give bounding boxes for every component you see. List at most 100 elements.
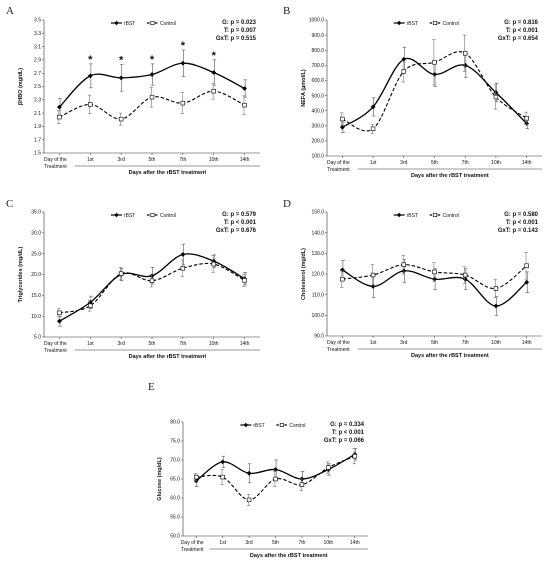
stat-annotation: G: p = 0.334 bbox=[330, 422, 365, 428]
series-line-rbst bbox=[341, 57, 528, 128]
x-tick-label: 1st bbox=[87, 341, 94, 347]
y-tick-label: 10.0 bbox=[31, 314, 41, 320]
data-point-control bbox=[524, 116, 529, 121]
legend-label: Control bbox=[160, 213, 176, 219]
series-line-control bbox=[59, 262, 245, 314]
data-point-control bbox=[493, 286, 499, 291]
y-tick-label: 2.3 bbox=[34, 98, 41, 104]
data-point-rbst bbox=[87, 73, 93, 79]
x-tick-label: 10th bbox=[491, 160, 501, 166]
legend-label: Control bbox=[443, 213, 459, 219]
stat-annotation: T: p < 0.001 bbox=[506, 220, 539, 226]
legend-label: Control bbox=[443, 21, 459, 27]
data-point-rbst bbox=[524, 121, 530, 126]
y-tick-label: 70.0 bbox=[170, 458, 180, 464]
x-tick-label: 5th bbox=[272, 540, 279, 546]
data-point-control bbox=[432, 269, 437, 275]
y-axis-label: βHBO (mg/dL) bbox=[18, 68, 24, 105]
x-tick-label: Day of the Treatment bbox=[44, 157, 67, 170]
data-point-control bbox=[88, 303, 93, 308]
data-point-rbst bbox=[246, 470, 252, 476]
y-tick-label: 35.0 bbox=[31, 210, 41, 216]
y-axis-label: NEFA (µmol/L) bbox=[301, 69, 307, 107]
chart-panel-b: B 100.0 200.0 300.0 400.0 500.0 600.0 700.0 800.… bbox=[283, 5, 542, 179]
x-tick-label: Day of the Treatment bbox=[327, 160, 350, 173]
data-point-rbst bbox=[87, 300, 93, 305]
legend-label: Control bbox=[160, 21, 176, 27]
data-point-rbst bbox=[462, 276, 468, 282]
panel-letter: C bbox=[6, 198, 13, 210]
y-tick-label: 100.0 bbox=[311, 313, 324, 319]
x-tick-label: 1st bbox=[87, 157, 94, 163]
y-tick-label: 1.9 bbox=[34, 124, 41, 130]
y-tick-label: 3.5 bbox=[34, 18, 41, 24]
y-tick-label: 60.0 bbox=[170, 496, 180, 502]
x-axis-label: Days after the rBST treatment bbox=[129, 354, 207, 360]
data-point-control bbox=[326, 465, 331, 470]
x-axis-label: Days after the rBST treatment bbox=[129, 170, 207, 176]
data-point-rbst bbox=[57, 318, 62, 324]
data-point-control bbox=[401, 69, 406, 74]
data-point-control bbox=[194, 474, 199, 480]
y-tick-label: 300.0 bbox=[311, 123, 324, 129]
x-tick-label: 3rd bbox=[400, 340, 407, 346]
x-tick-label: Day of the Treatment bbox=[44, 341, 67, 354]
x-tick-label: 7th bbox=[179, 157, 186, 163]
data-point-rbst bbox=[524, 279, 530, 285]
data-point-control bbox=[88, 102, 93, 107]
legend-marker bbox=[150, 20, 155, 25]
x-tick-label: 5th bbox=[431, 160, 438, 166]
legend-label: rBST bbox=[124, 213, 135, 219]
data-point-rbst bbox=[493, 90, 499, 95]
data-point-control bbox=[352, 453, 357, 459]
x-axis-label: Days after the rBST treatment bbox=[411, 173, 489, 179]
x-tick-label: 14th bbox=[240, 157, 250, 163]
stat-annotation: T: p < 0.001 bbox=[506, 28, 539, 34]
stat-annotation: G: p = 0.580 bbox=[504, 212, 539, 218]
x-tick-label: 10th bbox=[491, 340, 501, 346]
significance-star: * bbox=[150, 54, 155, 66]
y-tick-label: 600.0 bbox=[311, 78, 324, 84]
panel-letter: E bbox=[148, 381, 155, 393]
series-line-control bbox=[342, 264, 527, 290]
data-point-control bbox=[493, 94, 499, 100]
y-tick-label: 900.0 bbox=[311, 33, 324, 39]
y-tick-label: 100.0 bbox=[311, 154, 324, 160]
data-point-control bbox=[57, 114, 62, 120]
y-tick-label: 55.0 bbox=[170, 515, 180, 521]
data-point-rbst bbox=[149, 273, 155, 279]
x-tick-label: 5th bbox=[149, 157, 156, 163]
x-tick-label: 10th bbox=[209, 157, 219, 163]
y-tick-label: 20.0 bbox=[31, 272, 41, 278]
data-point-control bbox=[57, 310, 62, 316]
data-point-rbst bbox=[180, 60, 186, 66]
data-point-rbst bbox=[401, 56, 407, 62]
data-point-rbst bbox=[339, 124, 345, 130]
y-tick-label: 500.0 bbox=[311, 93, 324, 99]
panel-letter: B bbox=[283, 5, 290, 17]
chart-panel-c: C 5.0 10.0 15.0 20.0 25.0 30.0 35.0 Triglyceride… bbox=[6, 198, 260, 360]
y-tick-label: 30.0 bbox=[31, 231, 41, 237]
data-point-control bbox=[118, 116, 124, 122]
data-point-control bbox=[246, 497, 252, 503]
y-tick-label: 140.0 bbox=[311, 230, 324, 236]
y-axis-label: Glucose (mg/dL) bbox=[157, 457, 163, 501]
stat-annotation: G: p = 0.816 bbox=[504, 20, 539, 26]
x-tick-label: 7th bbox=[179, 341, 186, 347]
y-tick-label: 15.0 bbox=[31, 293, 41, 299]
x-tick-label: 7th bbox=[462, 340, 469, 346]
significance-star: * bbox=[88, 54, 93, 66]
x-tick-label: 7th bbox=[462, 160, 469, 166]
x-tick-label: 10th bbox=[209, 341, 219, 347]
stat-annotation: GxT: p = 0.515 bbox=[216, 36, 257, 42]
data-point-control bbox=[463, 272, 468, 278]
y-tick-label: 50.0 bbox=[170, 534, 180, 540]
legend-marker bbox=[433, 20, 438, 25]
y-tick-label: 75.0 bbox=[170, 439, 180, 445]
x-tick-label: 14th bbox=[350, 540, 360, 546]
data-point-control bbox=[220, 474, 225, 480]
data-point-control bbox=[118, 271, 124, 276]
y-tick-label: 2.7 bbox=[34, 71, 41, 77]
data-point-control bbox=[370, 272, 376, 278]
